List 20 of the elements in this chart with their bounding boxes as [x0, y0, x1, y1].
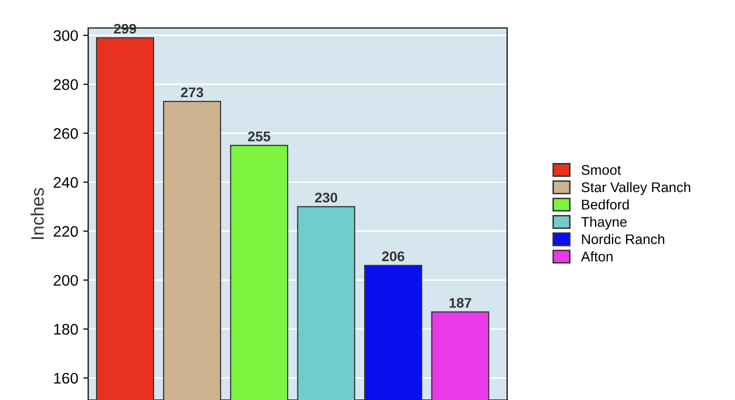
legend-label: Smoot: [582, 165, 621, 175]
y-tick-label: 220: [54, 226, 78, 237]
legend-label: Nordic Ranch: [582, 234, 664, 244]
y-axis-title: Inches: [30, 188, 44, 239]
y-tick-label: 280: [54, 79, 78, 90]
y-tick-label: 300: [54, 30, 78, 42]
y-tick-label: 240: [54, 177, 78, 188]
legend-label: Thayne: [581, 216, 627, 230]
y-tick-label: 260: [54, 128, 78, 139]
data-label: 273: [180, 87, 204, 98]
legend-label: Bedford: [582, 199, 629, 210]
data-label: 187: [450, 298, 472, 308]
data-label: 230: [315, 192, 338, 203]
legend-label: Star Valley Ranch: [582, 182, 690, 195]
data-label: 206: [382, 251, 404, 262]
y-tick-label: 160: [54, 372, 78, 384]
data-label: 255: [248, 132, 270, 142]
y-tick-label: 180: [54, 324, 78, 335]
legend-label: Afton: [580, 251, 612, 262]
y-tick-label: 200: [54, 274, 78, 286]
